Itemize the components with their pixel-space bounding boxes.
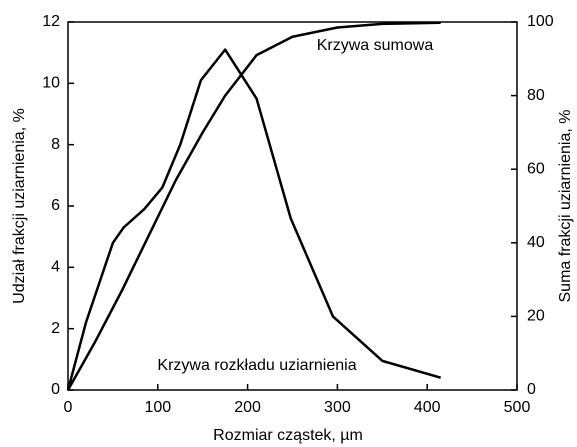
y2-tick-label: 100 [527,13,554,30]
annotation: Krzywa rozkładu uziarnienia [157,357,356,374]
y2-tick-label: 40 [527,234,545,251]
y2-axis-title: Suma frakcji uziarnienia, % [557,110,574,303]
y2-tick-label: 0 [527,381,536,398]
y-tick-label: 6 [51,197,60,214]
data-line [66,48,442,391]
y-axis-title: Udział frakcji uziarnienia, % [11,108,28,304]
y-tick-label: 8 [51,136,60,153]
y-tick-label: 0 [51,381,60,398]
y2-tick-label: 60 [527,160,545,177]
y-tick-label: 2 [51,320,60,337]
y-tick-label: 12 [42,13,60,30]
x-tick-label: 0 [64,399,73,416]
data-line [66,21,441,391]
x-tick-label: 100 [144,399,171,416]
y2-tick-label: 20 [527,308,545,325]
x-axis-title: Rozmiar cząstek, µm [213,427,363,444]
x-tick-label: 500 [504,399,531,416]
y-tick-label: 10 [42,75,60,92]
plot-frame [67,21,518,391]
x-tick-label: 300 [324,399,351,416]
x-tick-label: 200 [234,399,261,416]
annotation: Krzywa sumowa [317,37,434,54]
x-tick-label: 400 [414,399,441,416]
y-tick-label: 4 [51,259,60,276]
y2-tick-label: 80 [527,87,545,104]
